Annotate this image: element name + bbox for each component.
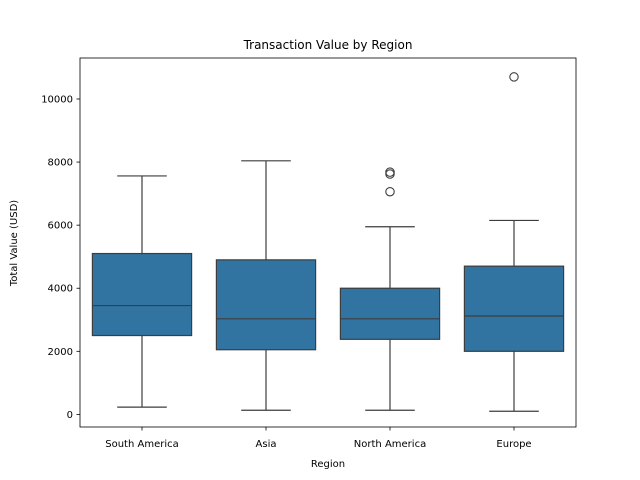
plot-frame (79, 57, 577, 428)
y-tick-label: 10000 (41, 95, 73, 106)
y-tick-label: 6000 (48, 221, 73, 232)
y-axis: 0 2000 4000 6000 8000 10000 (41, 95, 80, 421)
box-body (91, 252, 193, 337)
box-group (463, 72, 565, 412)
box-group (91, 175, 193, 408)
box-body (463, 265, 565, 352)
box-body (339, 287, 441, 340)
outlier-point (385, 186, 395, 197)
x-axis-label: Region (311, 459, 345, 470)
outlier-point (509, 72, 519, 82)
box-group (339, 167, 441, 411)
y-tick-label: 8000 (48, 158, 73, 169)
chart-title: Transaction Value by Region (243, 38, 413, 52)
x-tick-label: South America (105, 439, 179, 450)
x-tick-label: Europe (496, 439, 531, 450)
y-tick-label: 0 (67, 410, 73, 421)
x-tick-label: Asia (256, 439, 277, 450)
box-group (215, 160, 317, 411)
y-axis-label: Total Value (USD) (9, 200, 20, 287)
x-axis: South America Asia North America Europe (105, 427, 532, 450)
y-tick-label: 2000 (48, 347, 73, 358)
outlier-point (385, 169, 395, 179)
y-tick-label: 4000 (48, 284, 73, 295)
box-body (215, 259, 317, 351)
x-tick-label: North America (354, 439, 426, 450)
outlier-point (385, 167, 395, 177)
